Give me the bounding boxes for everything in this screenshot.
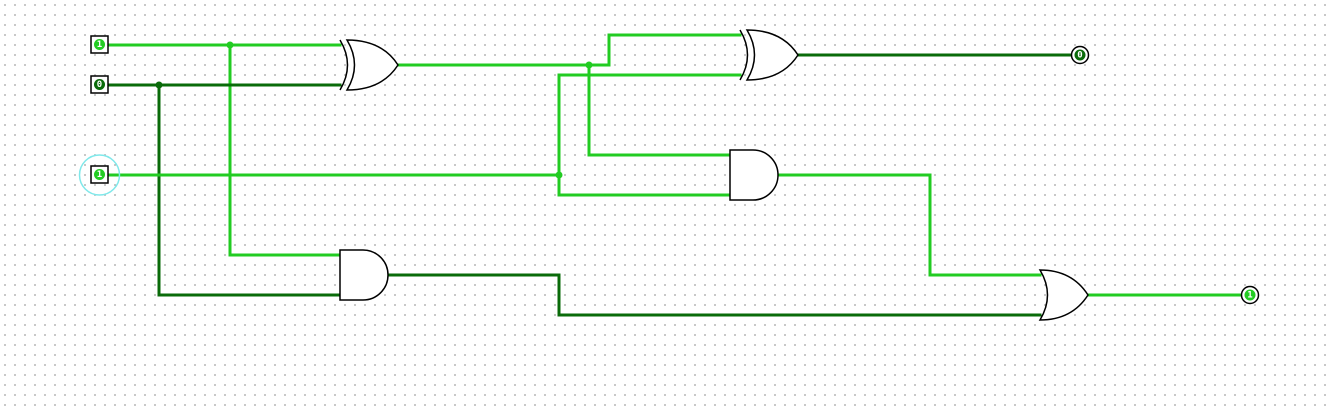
wire-c-to-and1[interactable] xyxy=(106,173,732,197)
wire-and2-to-or[interactable] xyxy=(386,273,1042,317)
junction-dot xyxy=(555,171,563,179)
selection-highlight xyxy=(78,154,121,196)
pin-value: 0 xyxy=(97,80,102,90)
wire-xor1-to-xor2[interactable] xyxy=(396,33,742,67)
pin-state-indicator xyxy=(1244,289,1256,301)
xor-gate[interactable] xyxy=(739,29,799,81)
output-pin-carry[interactable]: 1 xyxy=(1240,285,1260,305)
and-gate[interactable] xyxy=(729,149,779,201)
xor-gate[interactable] xyxy=(339,39,399,91)
wire-a-to-and2[interactable] xyxy=(228,43,342,257)
pin-value: 1 xyxy=(1247,291,1252,301)
input-pin-a[interactable]: 1 xyxy=(90,35,109,54)
wire-b-to-and2[interactable] xyxy=(157,83,342,297)
junction-dot xyxy=(585,61,593,69)
pin-state-indicator xyxy=(94,39,105,50)
wire-c-to-xor2[interactable] xyxy=(557,73,742,177)
pin-value: 0 xyxy=(1077,51,1082,61)
output-pin-sum[interactable]: 0 xyxy=(1070,45,1090,65)
wire-and1-to-or[interactable] xyxy=(776,173,1042,277)
pin-value: 1 xyxy=(97,40,102,50)
or-gate[interactable] xyxy=(1038,269,1089,321)
pin-state-indicator xyxy=(1074,49,1086,61)
input-pin-b[interactable]: 0 xyxy=(90,75,109,94)
junction-dot xyxy=(155,81,163,89)
input-pin-c[interactable]: 1 xyxy=(78,154,121,196)
junction-dot xyxy=(226,41,234,49)
pin-value: 1 xyxy=(97,170,102,180)
pin-state-indicator xyxy=(94,79,105,90)
pin-state-indicator xyxy=(94,169,105,180)
and-gate[interactable] xyxy=(339,249,389,301)
wire-xor1-to-and1[interactable] xyxy=(587,63,732,157)
